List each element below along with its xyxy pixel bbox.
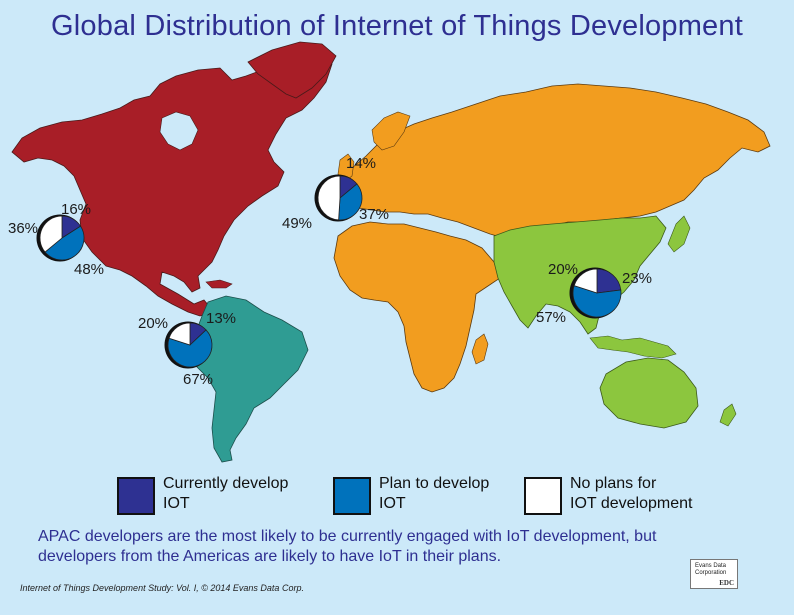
europe-russia-landmass [329,83,771,239]
north-america-no-plans-pct: 36% [8,220,39,237]
indonesia-philippines [589,335,677,359]
page-title: Global Distribution of Internet of Thing… [51,10,743,42]
south-america-slice-plan-to-develop [167,329,213,368]
logo-line1: Evans Data [695,563,727,569]
emea-slice-no-plans [317,175,341,221]
australia [599,357,699,429]
south-america-landmass [189,295,309,463]
apac-slice-no-plans [573,268,598,294]
legend-label-currently-develop: Currently develop IOT [163,474,288,514]
south-america-currently-pct: 13% [206,310,237,327]
north-america-plan-pct: 48% [74,261,105,278]
emea-plan-pct: 37% [359,206,390,223]
emea-no-plans-pct: 49% [282,215,313,232]
legend-currently-line2: IOT [163,495,190,512]
emea-pie [314,174,363,222]
legend-swatch-currently-develop [117,477,155,515]
emea-russia-region [329,83,771,393]
legend-plan-line1: Plan to develop [379,475,490,492]
south-america-no-plans-pct: 20% [138,315,169,332]
greenland [247,41,337,99]
apac-slice-plan-to-develop [572,285,622,318]
africa-middle-east-landmass [333,221,501,393]
north-america-currently-pct: 16% [61,201,92,218]
logo-line2: Corporation [695,570,727,576]
legend-no-plans-line2: IOT development [570,495,693,512]
south-america-slice-no-plans [168,322,191,346]
north-america-slice-no-plans [39,215,63,253]
apac-currently-pct: 23% [622,270,653,287]
south-america-pie [164,321,213,369]
japan [667,215,691,253]
apac-pie [569,267,622,319]
north-america-pie [36,214,85,262]
footnote: Internet of Things Development Study: Vo… [20,583,304,593]
apac-slice-currently-develop [596,268,622,294]
new-zealand [719,403,737,427]
caption-line2: developers from the Americas are likely … [38,548,502,565]
region-pie-charts [36,174,622,369]
logo-abbr: EDC [719,579,734,587]
evans-data-logo: Evans Data Corporation EDC [690,559,738,589]
legend-label-plan-to-develop: Plan to develop IOT [379,474,489,514]
legend-no-plans-line1: No plans for [570,475,657,492]
apac-no-plans-pct: 20% [548,261,579,278]
legend-swatch-plan-to-develop [333,477,371,515]
caribbean-islands [205,279,233,289]
south-america-plan-pct: 67% [183,371,214,388]
legend-currently-line1: Currently develop [163,475,289,492]
north-america-slice-plan-to-develop [44,225,85,261]
south-america-region [189,295,309,463]
caption: APAC developers are the most likely to b… [38,527,718,567]
hudson-bay [159,111,199,151]
scandinavia [371,111,411,151]
emea-currently-pct: 14% [346,155,377,172]
caption-line1: APAC developers are the most likely to b… [38,528,657,545]
apac-plan-pct: 57% [536,309,567,326]
legend-plan-line2: IOT [379,495,406,512]
emea-slice-plan-to-develop [338,183,363,221]
legend-swatch-no-plans [524,477,562,515]
madagascar [471,333,489,365]
legend-label-no-plans: No plans for IOT development [570,474,692,514]
north-america-region [11,41,337,317]
north-america-landmass [11,59,333,317]
